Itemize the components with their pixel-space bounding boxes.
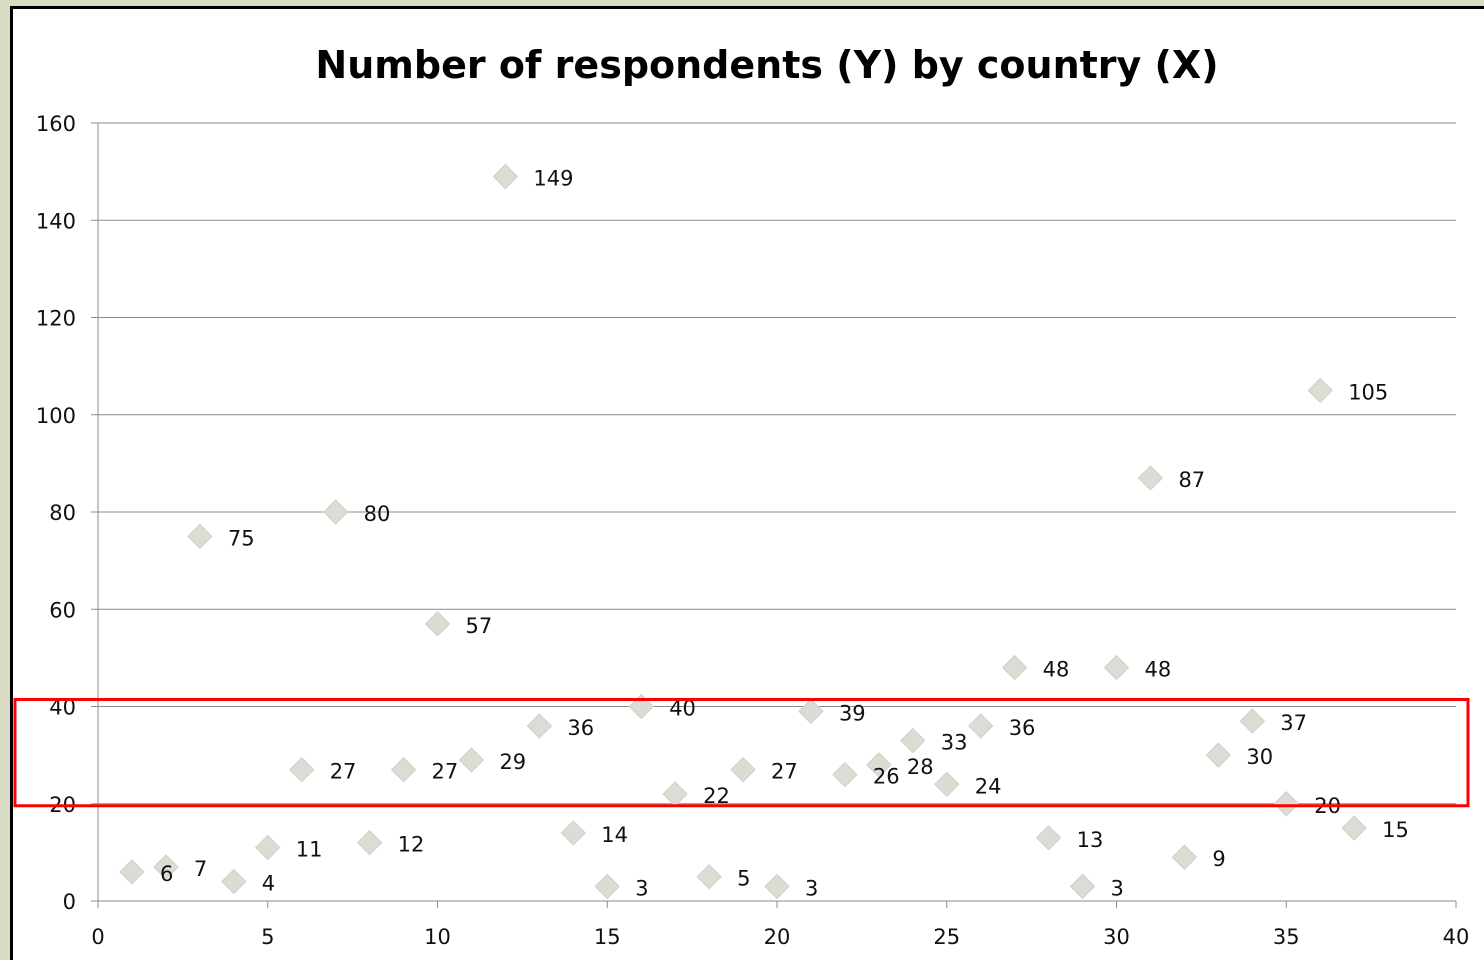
data-label: 13 [1077, 828, 1104, 852]
data-label: 15 [1382, 818, 1409, 842]
data-point [900, 727, 926, 754]
data-point [153, 854, 179, 880]
data-label: 48 [1145, 658, 1172, 682]
data-points [119, 163, 1367, 900]
data-point [1137, 465, 1164, 491]
data-point [288, 757, 315, 783]
y-tick-label: 0 [63, 890, 76, 914]
data-label: 37 [1280, 711, 1307, 735]
x-axis-ticks: 0 5 10 15 20 25 30 35 40 [91, 901, 1469, 949]
y-tick-label: 100 [36, 404, 76, 428]
data-point [594, 873, 620, 900]
data-point [1001, 654, 1028, 681]
y-tick-label: 60 [49, 598, 76, 622]
data-label: 57 [466, 614, 493, 638]
data-label: 14 [601, 823, 628, 847]
data-point [730, 757, 756, 783]
data-point [221, 868, 247, 895]
x-tick-label: 20 [764, 925, 791, 949]
data-point [832, 761, 858, 788]
y-tick-label: 120 [36, 307, 76, 331]
y-tick-label: 160 [36, 112, 76, 136]
data-point [1273, 791, 1299, 817]
x-tick-label: 15 [594, 925, 621, 949]
data-label: 27 [330, 760, 357, 784]
data-point [187, 523, 213, 550]
data-label: 105 [1348, 380, 1388, 404]
x-tick-label: 0 [91, 925, 104, 949]
data-point [526, 713, 553, 739]
data-label: 6 [160, 862, 173, 886]
x-tick-label: 40 [1443, 925, 1470, 949]
data-label: 29 [499, 750, 526, 774]
x-tick-label: 10 [424, 925, 451, 949]
data-point [458, 747, 485, 773]
data-point [934, 771, 960, 798]
data-point [1171, 844, 1198, 870]
data-label: 3 [635, 876, 648, 900]
data-label: 80 [364, 502, 391, 526]
data-point [1035, 825, 1062, 851]
data-label: 26 [873, 765, 900, 789]
data-point [255, 834, 281, 861]
data-label: 22 [703, 784, 730, 808]
highlight-box [13, 698, 1470, 808]
data-label: 3 [805, 876, 818, 900]
data-point [866, 752, 892, 778]
data-point [1103, 654, 1130, 681]
data-point [356, 829, 383, 856]
data-label: 75 [228, 526, 255, 550]
data-point [1341, 815, 1367, 841]
data-label: 87 [1178, 468, 1205, 492]
data-point [560, 820, 587, 846]
data-label: 11 [296, 838, 323, 862]
data-label: 48 [1043, 658, 1070, 682]
data-point [967, 713, 994, 739]
data-point [798, 698, 824, 725]
data-point [764, 873, 790, 900]
data-label: 36 [1009, 716, 1036, 740]
data-label: 30 [1246, 745, 1273, 769]
data-point [1307, 377, 1333, 404]
data-point [662, 781, 688, 807]
y-tick-label: 140 [36, 209, 76, 233]
data-label: 12 [398, 833, 425, 857]
data-label: 27 [432, 760, 459, 784]
data-label: 3 [1111, 876, 1124, 900]
data-point [492, 163, 519, 190]
gridlines [98, 122, 1456, 805]
data-point [696, 863, 722, 890]
data-point [322, 499, 349, 525]
data-label: 24 [975, 774, 1002, 798]
data-point [390, 757, 417, 783]
data-point [1239, 708, 1266, 734]
data-label: 9 [1212, 847, 1225, 871]
data-point [119, 859, 145, 885]
data-point [1205, 742, 1232, 768]
data-point [1069, 873, 1096, 900]
data-label: 36 [567, 716, 594, 740]
x-tick-label: 30 [1103, 925, 1130, 949]
data-label: 149 [533, 166, 573, 190]
chart-frame: Number of respondents (Y) by country (X)… [10, 6, 1484, 960]
x-tick-label: 5 [261, 925, 274, 949]
scatter-chart: Number of respondents (Y) by country (X)… [13, 43, 1470, 949]
y-tick-label: 80 [49, 501, 76, 525]
data-label: 28 [907, 755, 934, 779]
data-label: 39 [839, 701, 866, 725]
data-label: 7 [194, 857, 207, 881]
data-point [424, 611, 451, 637]
data-label: 5 [737, 867, 750, 891]
x-tick-label: 35 [1273, 925, 1300, 949]
data-label: 27 [771, 760, 798, 784]
x-tick-label: 25 [933, 925, 960, 949]
data-label: 4 [262, 872, 275, 896]
data-label: 33 [941, 731, 968, 755]
chart-title: Number of respondents (Y) by country (X) [315, 43, 1218, 87]
